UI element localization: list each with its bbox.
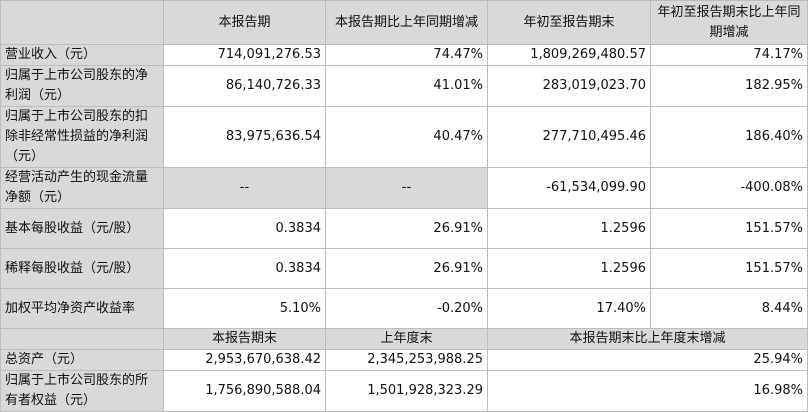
header-corner [0, 0, 164, 45]
table-row: 归属于上市公司股东的扣除非经常性损益的净利润（元） 83,975,636.54 … [0, 106, 808, 168]
cell: -- [325, 167, 488, 209]
header2-period-end: 本报告期末 [163, 328, 326, 350]
table-row: 经营活动产生的现金流量净额（元） -- -- -61,534,099.90 -4… [0, 167, 808, 209]
row-label: 总资产（元） [0, 349, 164, 371]
cell: 151.57% [650, 248, 808, 289]
cell: 74.47% [325, 44, 488, 66]
cell: 182.95% [650, 65, 808, 107]
cell: 26.91% [325, 248, 488, 289]
cell: 86,140,726.33 [163, 65, 326, 107]
header-ytd-yoy: 年初至报告期末比上年同期增减 [650, 0, 808, 45]
header-current-period: 本报告期 [163, 0, 326, 45]
row-label: 归属于上市公司股东的所有者权益（元） [0, 370, 164, 412]
table-row: 归属于上市公司股东的所有者权益（元） 1,756,890,588.04 1,50… [0, 370, 808, 412]
cell: 74.17% [650, 44, 808, 66]
row-label: 经营活动产生的现金流量净额（元） [0, 167, 164, 209]
cell: 714,091,276.53 [163, 44, 326, 66]
table-row: 加权平均净资产收益率 5.10% -0.20% 17.40% 8.44% [0, 288, 808, 329]
row-label: 加权平均净资产收益率 [0, 288, 164, 329]
cell: 1,809,269,480.57 [487, 44, 651, 66]
cell: -400.08% [650, 167, 808, 209]
cell: 1,756,890,588.04 [163, 370, 326, 412]
cell: 283,019,023.70 [487, 65, 651, 107]
header2-prior-year-end: 上年度末 [325, 328, 488, 350]
header2-change: 本报告期末比上年度末增减 [487, 328, 808, 350]
table-row: 营业收入（元） 714,091,276.53 74.47% 1,809,269,… [0, 44, 808, 66]
row-label: 归属于上市公司股东的扣除非经常性损益的净利润（元） [0, 106, 164, 168]
cell: 2,953,670,638.42 [163, 349, 326, 371]
table-row: 稀释每股收益（元/股） 0.3834 26.91% 1.2596 151.57% [0, 248, 808, 289]
cell: 0.3834 [163, 248, 326, 289]
row-label: 稀释每股收益（元/股） [0, 248, 164, 289]
header-row-2: 本报告期末 上年度末 本报告期末比上年度末增减 [0, 328, 808, 350]
cell: -61,534,099.90 [487, 167, 651, 209]
row-label: 基本每股收益（元/股） [0, 208, 164, 249]
row-label: 营业收入（元） [0, 44, 164, 66]
header-row: 本报告期 本报告期比上年同期增减 年初至报告期末 年初至报告期末比上年同期增减 [0, 0, 808, 45]
cell: -- [163, 167, 326, 209]
cell: 1.2596 [487, 208, 651, 249]
cell: 8.44% [650, 288, 808, 329]
cell: 26.91% [325, 208, 488, 249]
table-row: 基本每股收益（元/股） 0.3834 26.91% 1.2596 151.57% [0, 208, 808, 249]
cell: 277,710,495.46 [487, 106, 651, 168]
cell: 41.01% [325, 65, 488, 107]
cell: 1,501,928,323.29 [325, 370, 488, 412]
cell: 186.40% [650, 106, 808, 168]
cell: 2,345,253,988.25 [325, 349, 488, 371]
cell: -0.20% [325, 288, 488, 329]
cell: 0.3834 [163, 208, 326, 249]
cell: 40.47% [325, 106, 488, 168]
cell: 25.94% [487, 349, 808, 371]
cell: 17.40% [487, 288, 651, 329]
cell: 5.10% [163, 288, 326, 329]
cell: 1.2596 [487, 248, 651, 289]
table-row: 总资产（元） 2,953,670,638.42 2,345,253,988.25… [0, 349, 808, 371]
header2-corner [0, 328, 164, 350]
table-row: 归属于上市公司股东的净利润（元） 86,140,726.33 41.01% 28… [0, 65, 808, 107]
header-ytd: 年初至报告期末 [487, 0, 651, 45]
cell: 83,975,636.54 [163, 106, 326, 168]
header-current-period-yoy: 本报告期比上年同期增减 [325, 0, 488, 45]
cell: 16.98% [487, 370, 808, 412]
cell: 151.57% [650, 208, 808, 249]
row-label: 归属于上市公司股东的净利润（元） [0, 65, 164, 107]
